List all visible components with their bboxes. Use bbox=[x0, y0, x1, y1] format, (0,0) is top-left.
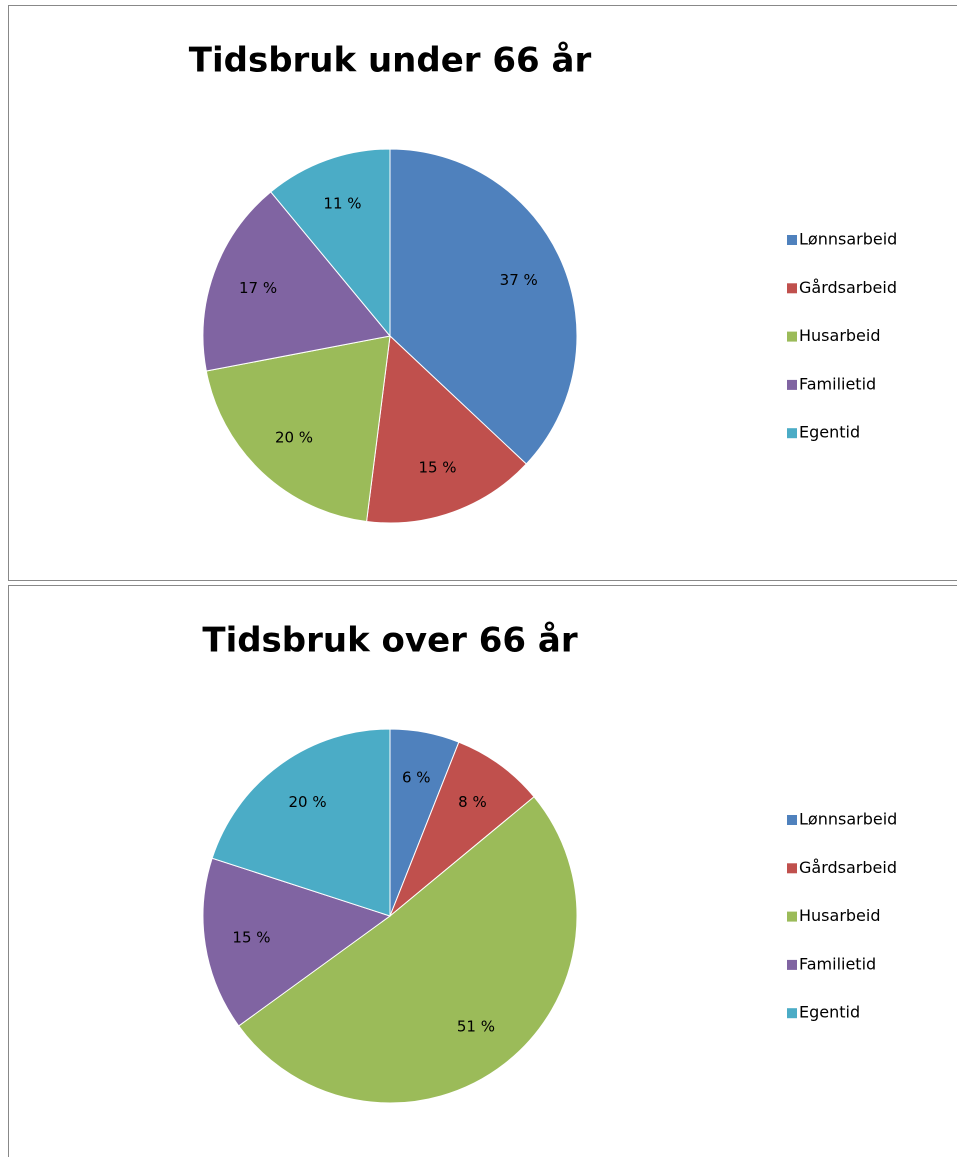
data-label: 15 % bbox=[418, 458, 456, 476]
legend-label: Lønnsarbeid bbox=[799, 810, 897, 829]
data-label: 17 % bbox=[239, 279, 277, 297]
chart-title: Tidsbruk over 66 år bbox=[202, 621, 577, 661]
data-label: 51 % bbox=[457, 1017, 495, 1035]
legend-swatch bbox=[787, 235, 797, 245]
pie-slice bbox=[211, 728, 391, 917]
legend-label: Familietid bbox=[799, 954, 876, 973]
legend-label: Husarbeid bbox=[799, 326, 881, 345]
legend-swatch bbox=[787, 863, 797, 874]
legend-swatch bbox=[787, 331, 797, 342]
legend-label: Egentid bbox=[799, 423, 860, 442]
pie-slice bbox=[202, 191, 391, 372]
pie-slice bbox=[366, 334, 528, 524]
pie-slice bbox=[389, 741, 535, 917]
legend-swatch bbox=[787, 1008, 797, 1019]
legend-label: Egentid bbox=[799, 1003, 860, 1022]
legend-swatch bbox=[787, 283, 797, 294]
data-label: 37 % bbox=[500, 271, 538, 289]
legend-swatch bbox=[787, 428, 797, 439]
legend-swatch bbox=[787, 959, 797, 970]
data-label: 11 % bbox=[323, 195, 361, 213]
pie-slice bbox=[270, 148, 391, 338]
legend-swatch bbox=[787, 815, 797, 825]
data-label: 20 % bbox=[275, 429, 313, 447]
data-label: 8 % bbox=[458, 793, 487, 811]
legend-label: Gårdsarbeid bbox=[799, 278, 897, 297]
legend-label: Familietid bbox=[799, 374, 876, 393]
pie-slice bbox=[238, 796, 578, 1104]
pie-slice bbox=[389, 148, 578, 465]
legend-swatch bbox=[787, 911, 797, 922]
chart-title: Tidsbruk under 66 år bbox=[189, 41, 592, 81]
data-label: 15 % bbox=[232, 928, 270, 946]
legend-label: Husarbeid bbox=[799, 906, 881, 925]
legend-swatch bbox=[787, 379, 797, 390]
pie-slice bbox=[205, 335, 391, 523]
data-label: 6 % bbox=[402, 769, 431, 787]
legend-label: Lønnsarbeid bbox=[799, 230, 897, 249]
legend-label: Gårdsarbeid bbox=[799, 858, 897, 877]
data-label: 20 % bbox=[289, 793, 327, 811]
pie-slice bbox=[202, 857, 392, 1027]
